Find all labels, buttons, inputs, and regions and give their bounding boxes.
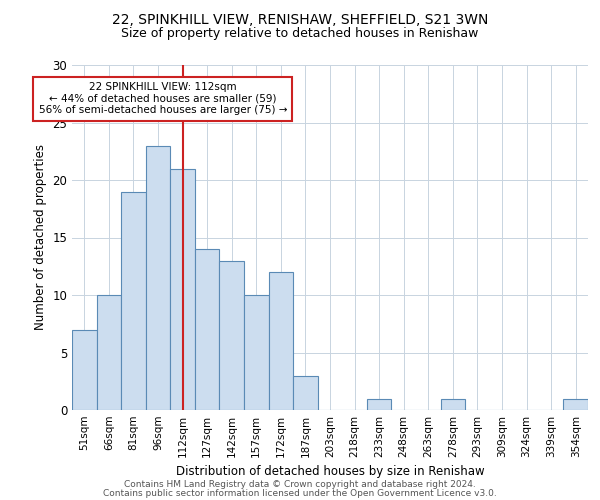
- Text: Contains HM Land Registry data © Crown copyright and database right 2024.: Contains HM Land Registry data © Crown c…: [124, 480, 476, 489]
- Text: Size of property relative to detached houses in Renishaw: Size of property relative to detached ho…: [121, 28, 479, 40]
- Bar: [563, 398, 588, 410]
- Bar: [121, 192, 146, 410]
- Bar: [269, 272, 293, 410]
- Bar: [440, 398, 465, 410]
- Bar: [97, 295, 121, 410]
- Bar: [72, 330, 97, 410]
- Bar: [367, 398, 391, 410]
- Bar: [195, 249, 220, 410]
- Bar: [170, 168, 195, 410]
- Text: 22 SPINKHILL VIEW: 112sqm
← 44% of detached houses are smaller (59)
56% of semi-: 22 SPINKHILL VIEW: 112sqm ← 44% of detac…: [38, 82, 287, 116]
- Text: Contains public sector information licensed under the Open Government Licence v3: Contains public sector information licen…: [103, 489, 497, 498]
- Text: 22, SPINKHILL VIEW, RENISHAW, SHEFFIELD, S21 3WN: 22, SPINKHILL VIEW, RENISHAW, SHEFFIELD,…: [112, 12, 488, 26]
- Y-axis label: Number of detached properties: Number of detached properties: [34, 144, 47, 330]
- Bar: [293, 376, 318, 410]
- Bar: [244, 295, 269, 410]
- Bar: [220, 260, 244, 410]
- Bar: [146, 146, 170, 410]
- X-axis label: Distribution of detached houses by size in Renishaw: Distribution of detached houses by size …: [176, 466, 484, 478]
